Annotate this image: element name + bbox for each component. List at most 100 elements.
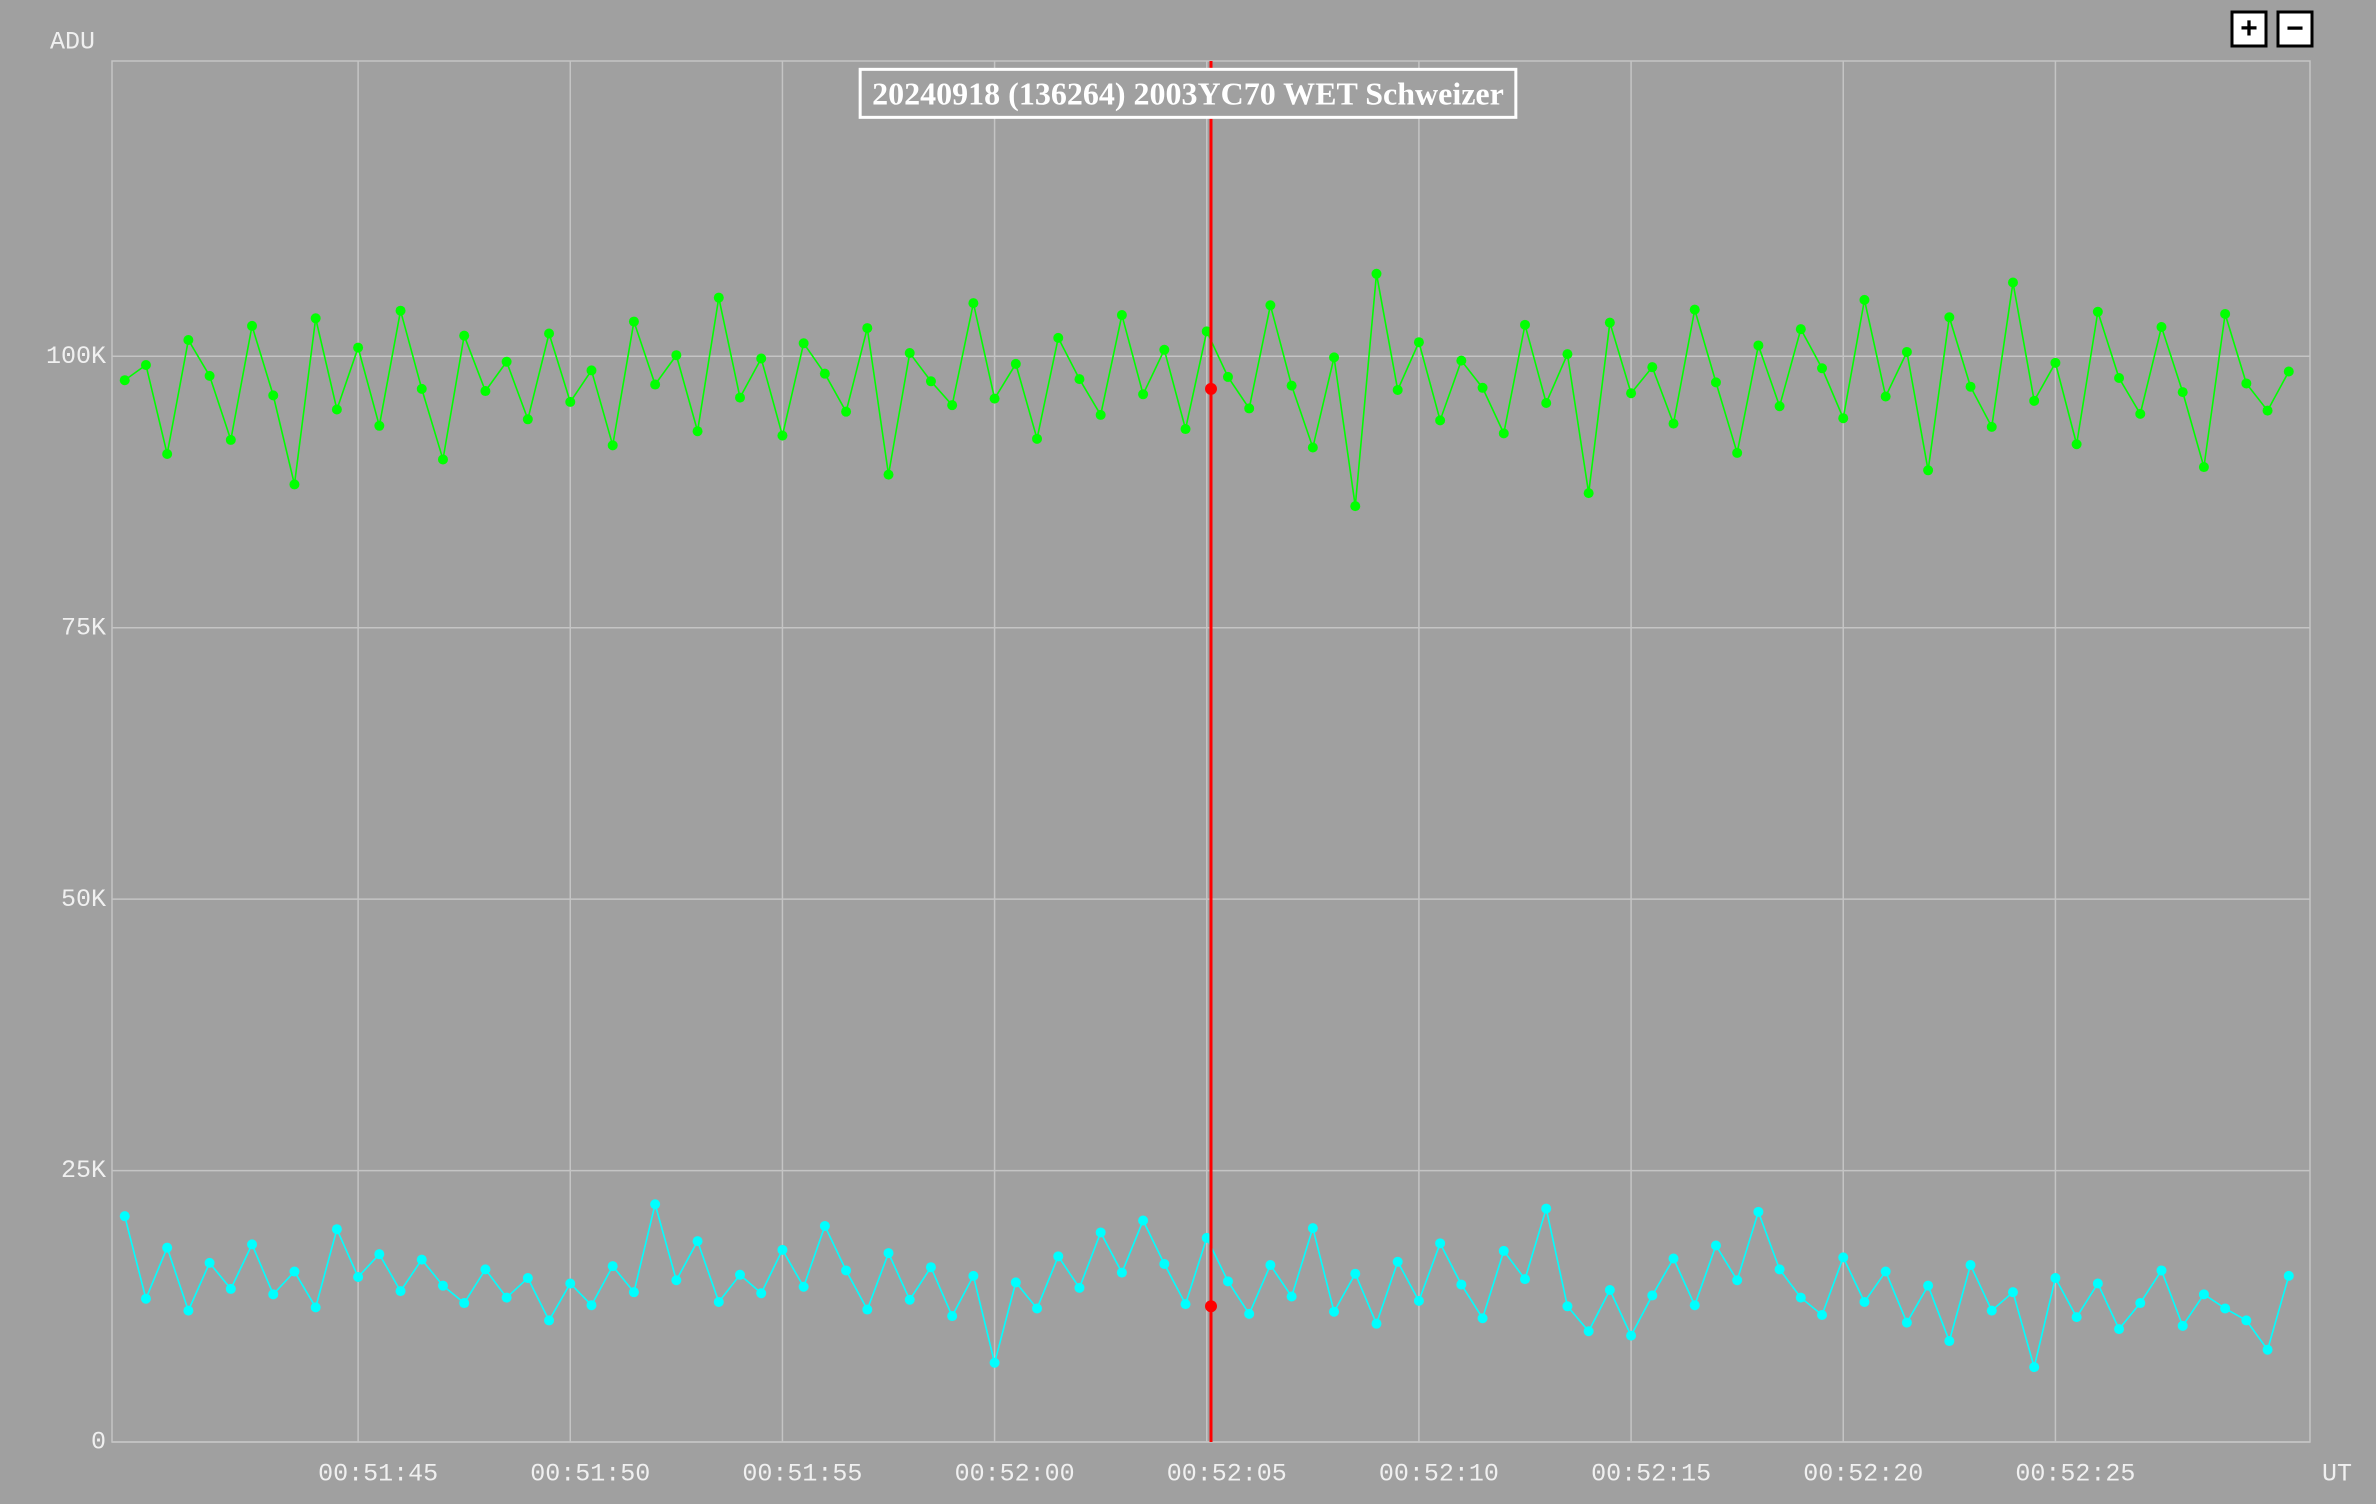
data-point bbox=[1222, 371, 1233, 382]
x-tick-label: 00:51:55 bbox=[742, 1460, 862, 1489]
data-point bbox=[119, 375, 130, 386]
x-tick-label: 00:52:10 bbox=[1379, 1460, 1499, 1489]
data-point bbox=[1562, 1301, 1573, 1312]
data-point bbox=[544, 1315, 555, 1326]
data-point bbox=[2029, 395, 2040, 406]
data-point bbox=[204, 370, 215, 381]
data-point bbox=[1350, 1268, 1361, 1279]
y-axis-label: ADU bbox=[50, 28, 95, 57]
data-point bbox=[1456, 1279, 1467, 1290]
data-point bbox=[1541, 1203, 1552, 1214]
data-point bbox=[1413, 1295, 1424, 1306]
data-point bbox=[1477, 382, 1488, 393]
data-point bbox=[904, 348, 915, 359]
data-point bbox=[565, 1278, 576, 1289]
data-point bbox=[247, 1239, 258, 1250]
data-point bbox=[1880, 391, 1891, 402]
data-point bbox=[1350, 501, 1361, 512]
data-point bbox=[310, 1302, 321, 1313]
data-point bbox=[522, 1273, 533, 1284]
zoom-in-box[interactable] bbox=[2230, 10, 2268, 48]
data-point bbox=[1732, 447, 1743, 458]
data-point bbox=[692, 426, 703, 437]
series bbox=[119, 268, 2294, 512]
data-point bbox=[501, 1292, 512, 1303]
data-point bbox=[777, 1244, 788, 1255]
data-point bbox=[2241, 378, 2252, 389]
data-point bbox=[735, 1269, 745, 1280]
data-point bbox=[1753, 340, 1764, 351]
data-point bbox=[1329, 352, 1340, 363]
data-point bbox=[1435, 415, 1446, 426]
data-point bbox=[2135, 408, 2146, 419]
data-point bbox=[1074, 1282, 1085, 1293]
data-point bbox=[1795, 324, 1806, 335]
data-point bbox=[925, 376, 936, 387]
data-point bbox=[331, 404, 342, 415]
data-point bbox=[268, 1289, 279, 1300]
data-point bbox=[1817, 1309, 1828, 1320]
data-point bbox=[162, 1242, 173, 1253]
data-point bbox=[586, 365, 597, 376]
data-point bbox=[2114, 1324, 2125, 1335]
data-point bbox=[1392, 1256, 1403, 1267]
data-point bbox=[310, 313, 321, 324]
data-point bbox=[1965, 1260, 1976, 1271]
data-point bbox=[671, 1275, 682, 1286]
data-point bbox=[1689, 304, 1700, 315]
data-point bbox=[1986, 421, 1997, 432]
zoom-in[interactable]: + bbox=[2230, 10, 2268, 48]
x-tick-label: 00:52:20 bbox=[1803, 1460, 1923, 1489]
x-tick-label: 00:52:05 bbox=[1167, 1460, 1287, 1489]
data-point bbox=[989, 393, 1000, 404]
data-point bbox=[480, 386, 491, 397]
data-point bbox=[1965, 381, 1976, 392]
data-point bbox=[1053, 332, 1064, 343]
data-point bbox=[692, 1236, 703, 1247]
data-point bbox=[1307, 1223, 1318, 1234]
zoom-out[interactable]: − bbox=[2276, 10, 2314, 48]
data-point bbox=[947, 1311, 958, 1322]
cursor-point bbox=[1205, 1300, 1217, 1313]
data-point bbox=[925, 1262, 936, 1273]
data-point bbox=[565, 396, 576, 407]
zoom-in-label[interactable]: + bbox=[2240, 14, 2258, 48]
data-point bbox=[416, 1254, 427, 1265]
data-point bbox=[2177, 1320, 2188, 1331]
x-tick-label: 00:52:25 bbox=[2015, 1460, 2135, 1489]
data-point bbox=[1201, 326, 1212, 337]
zoom-out-label[interactable]: − bbox=[2286, 14, 2304, 48]
data-point bbox=[2241, 1315, 2252, 1326]
data-point bbox=[883, 1248, 894, 1259]
data-point bbox=[1477, 1313, 1488, 1324]
data-point bbox=[183, 335, 194, 346]
data-point bbox=[289, 1266, 300, 1277]
data-point bbox=[353, 1271, 364, 1282]
data-point bbox=[2198, 462, 2209, 473]
data-point bbox=[1138, 389, 1149, 400]
data-point bbox=[1074, 374, 1085, 385]
data-point bbox=[204, 1257, 215, 1268]
data-point bbox=[2092, 306, 2103, 317]
data-point bbox=[331, 1224, 342, 1235]
data-point bbox=[522, 414, 533, 425]
chart-title: 20240918 (136264) 2003YC70 WET Schweizer bbox=[872, 75, 1504, 111]
data-point bbox=[2262, 405, 2273, 416]
data-point bbox=[2114, 373, 2125, 384]
data-point bbox=[140, 359, 151, 370]
data-point bbox=[1032, 433, 1043, 444]
data-point bbox=[1498, 1245, 1509, 1256]
data-point bbox=[628, 316, 639, 327]
data-point bbox=[268, 390, 279, 401]
data-point bbox=[1520, 319, 1530, 330]
data-point bbox=[713, 1296, 724, 1307]
data-point bbox=[1371, 268, 1382, 279]
data-point bbox=[2220, 308, 2231, 319]
data-point bbox=[2135, 1298, 2146, 1309]
zoom-out-box[interactable] bbox=[2276, 10, 2314, 48]
data-point bbox=[416, 383, 427, 394]
title-box bbox=[858, 67, 1518, 119]
data-point bbox=[1116, 1267, 1127, 1278]
